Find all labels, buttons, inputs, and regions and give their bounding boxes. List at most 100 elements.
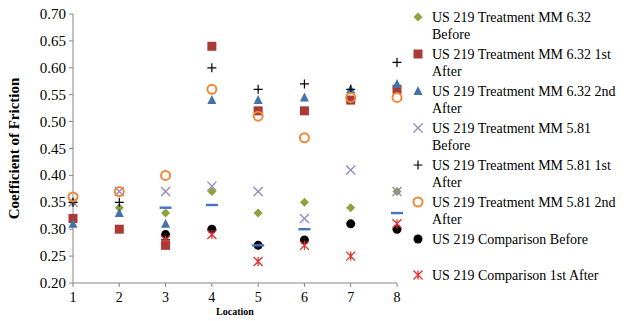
point [393, 58, 402, 67]
point [391, 212, 403, 214]
series [69, 42, 402, 250]
legend-line: US 219 Comparison 1st After [432, 268, 599, 283]
legend-label: US 219 Treatment MM 6.32 2ndAfter [432, 84, 616, 116]
y-tick [69, 175, 73, 176]
point [115, 225, 124, 234]
point [69, 219, 78, 228]
y-tick [69, 14, 73, 15]
legend-label: US 219 Treatment MM 5.81 Before [432, 121, 591, 153]
point [206, 204, 218, 206]
series [69, 187, 402, 218]
x-tick [258, 283, 259, 287]
point [69, 192, 78, 201]
point [346, 93, 355, 102]
point [254, 209, 263, 218]
point [300, 133, 309, 142]
legend-marker [414, 198, 423, 207]
x-tick [304, 283, 305, 287]
series [69, 85, 402, 202]
y-tick [69, 121, 73, 122]
x-tick [397, 283, 398, 287]
y-tick-label: 0.70 [40, 6, 66, 22]
point [300, 214, 309, 223]
point [207, 85, 216, 94]
legend-line: After [432, 101, 462, 116]
point [254, 187, 263, 196]
y-tick-label: 0.60 [40, 60, 66, 76]
legend-marker [414, 86, 423, 95]
y-tick-label: 0.40 [40, 167, 66, 183]
point [254, 95, 263, 104]
y-tick [69, 256, 73, 257]
point [393, 93, 402, 102]
legend-line: After [432, 212, 462, 227]
x-tick-label: 6 [301, 290, 308, 305]
legend-marker [414, 13, 423, 22]
point [300, 92, 309, 101]
x-axis-line [73, 283, 397, 284]
x-tick [211, 283, 212, 287]
point [161, 171, 170, 180]
legend-marker [414, 235, 423, 244]
legend-label: US 219 Treatment MM 6.32 1st After [432, 47, 611, 79]
point [300, 198, 309, 207]
legend-line: After [432, 64, 462, 79]
point [115, 198, 124, 207]
point [346, 203, 355, 212]
x-tick [165, 283, 166, 287]
point [346, 166, 355, 175]
legend-line: Before [432, 27, 470, 42]
chart: 0.200.250.300.350.400.450.500.550.600.65… [0, 0, 641, 321]
series [69, 58, 402, 245]
legend-line: US 219 Treatment MM 6.32 1st [432, 47, 611, 62]
point [115, 187, 124, 196]
y-tick-label: 0.35 [40, 194, 66, 210]
x-tick [119, 283, 120, 287]
legend-label: US 219 Treatment MM 6.32 Before [432, 10, 591, 42]
legend-line: US 219 Comparison Before [432, 232, 588, 247]
series [161, 219, 401, 266]
x-tick-label: 7 [347, 290, 354, 305]
legend-line: US 219 Treatment MM 5.81 2nd [432, 195, 616, 210]
point [254, 112, 263, 121]
y-tick-label: 0.65 [40, 33, 66, 49]
point [161, 235, 170, 244]
legend-line: US 219 Treatment MM 5.81 [432, 121, 591, 136]
point [160, 206, 172, 208]
legend-label: US 219 Treatment MM 5.81 2nd After [432, 195, 616, 227]
point [346, 219, 355, 228]
legend-marker [414, 124, 423, 133]
point [207, 182, 216, 191]
point [393, 187, 402, 196]
legend: US 219 Treatment MM 6.32BeforeUS 219 Tre… [414, 10, 616, 283]
y-tick-label: 0.30 [40, 221, 66, 237]
point [300, 241, 309, 250]
point [207, 187, 216, 196]
legend-marker [414, 271, 423, 280]
y-axis-label: Coefficient of Friction [6, 77, 22, 219]
x-axis-label: Location [216, 306, 254, 317]
series [69, 166, 402, 223]
point [252, 244, 264, 246]
point [161, 187, 170, 196]
legend-line: US 219 Treatment MM 6.32 [432, 10, 591, 25]
legend-marker [414, 50, 423, 59]
point [207, 63, 216, 72]
x-tick-label: 2 [116, 290, 123, 305]
point [346, 252, 355, 261]
legend-line: Before [432, 138, 470, 153]
point [115, 187, 124, 196]
point [161, 219, 170, 228]
y-tick [69, 229, 73, 230]
y-tick-label: 0.45 [40, 141, 66, 157]
point [161, 235, 170, 244]
x-tick-label: 1 [70, 290, 77, 305]
y-tick [69, 148, 73, 149]
y-tick [69, 283, 73, 284]
point [207, 230, 216, 239]
x-tick-label: 8 [394, 290, 401, 305]
x-tick-label: 3 [162, 290, 169, 305]
y-tick [69, 40, 73, 41]
point [254, 85, 263, 94]
x-tick-label: 5 [255, 290, 262, 305]
